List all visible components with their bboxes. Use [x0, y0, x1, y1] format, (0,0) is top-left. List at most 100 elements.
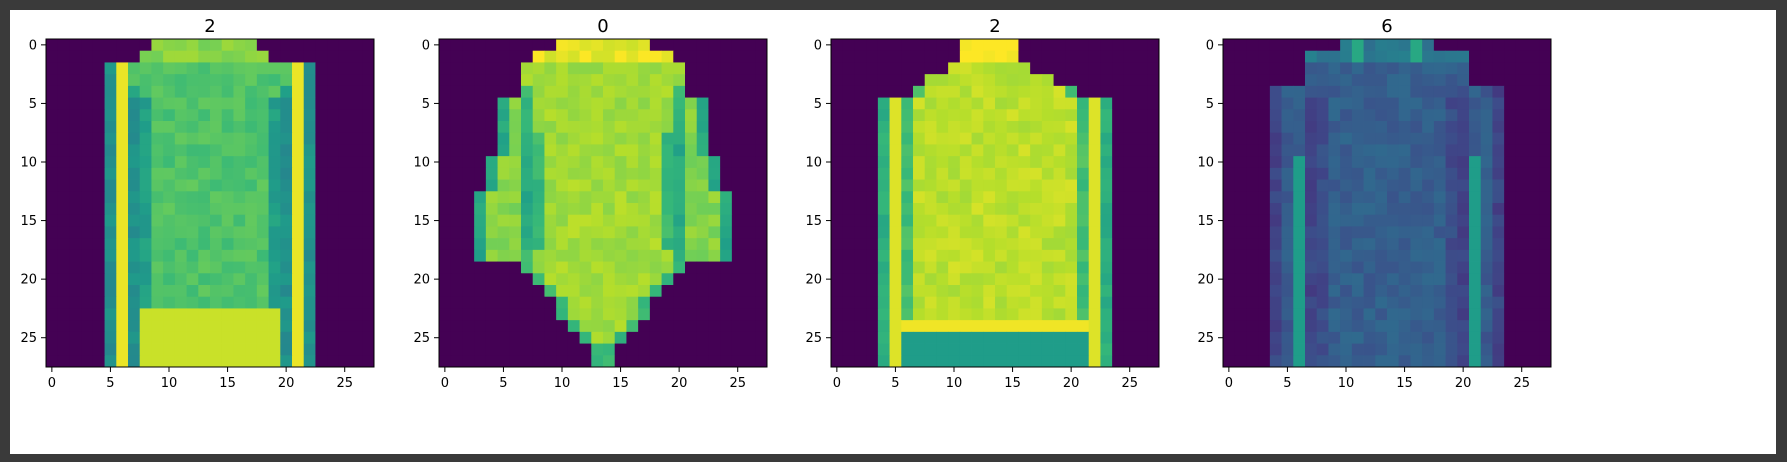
heatmap-cell [1305, 331, 1318, 344]
heatmap-cell [1445, 331, 1458, 344]
heatmap-cell [1469, 109, 1482, 122]
heatmap-cell [603, 261, 616, 274]
heatmap-cell [1375, 308, 1388, 321]
heatmap-cell [1410, 355, 1423, 368]
heatmap-cell [983, 85, 996, 98]
heatmap-cell [924, 85, 937, 98]
heatmap-cell [1305, 132, 1318, 145]
heatmap-cell [1504, 85, 1517, 98]
heatmap-cell [1515, 285, 1528, 298]
heatmap-cell [509, 285, 522, 298]
heatmap-cell [1316, 214, 1329, 227]
heatmap-cell [1281, 203, 1294, 216]
heatmap-cell [280, 121, 293, 134]
heatmap-cell [661, 132, 674, 145]
heatmap-cell [1223, 167, 1236, 180]
heatmap-cell [1539, 109, 1552, 122]
heatmap-cell [245, 97, 258, 110]
heatmap-cell [1328, 273, 1341, 286]
heatmap-cell [1316, 179, 1329, 192]
heatmap-cell [556, 97, 569, 110]
heatmap-cell [69, 203, 82, 216]
heatmap-cell [936, 85, 949, 98]
y-tick-label: 20 [413, 273, 430, 288]
heatmap-cell [174, 308, 187, 321]
heatmap-cell [842, 132, 855, 145]
heatmap-cells [831, 39, 1160, 368]
heatmap-cell [743, 191, 756, 204]
heatmap-cell [116, 121, 129, 134]
heatmap-cell [995, 97, 1008, 110]
heatmap-cell [1539, 97, 1552, 110]
heatmap-cell [69, 320, 82, 333]
heatmap-cell [544, 238, 557, 251]
heatmap-cell [1457, 167, 1470, 180]
heatmap-cell [81, 238, 94, 251]
heatmap-cell [614, 285, 627, 298]
heatmap-cell [1469, 320, 1482, 333]
heatmap-cell [151, 85, 164, 98]
heatmap-cell [1515, 167, 1528, 180]
heatmap-cell [591, 85, 604, 98]
heatmap-cell [924, 132, 937, 145]
heatmap-cell [1269, 355, 1282, 368]
heatmap-cell [1351, 179, 1364, 192]
heatmap-cell [1340, 62, 1353, 75]
heatmap-cell [104, 62, 117, 75]
heatmap-cell [57, 156, 70, 169]
heatmap-cell [831, 132, 844, 145]
heatmap-cell [1363, 273, 1376, 286]
heatmap-cell [1018, 85, 1031, 98]
heatmap-cell [626, 97, 639, 110]
heatmap-cell [731, 320, 744, 333]
heatmap-cell [913, 308, 926, 321]
heatmap-cell [163, 62, 176, 75]
heatmap-cell [708, 285, 721, 298]
heatmap-cell [1077, 132, 1090, 145]
heatmap-cell [532, 167, 545, 180]
heatmap-cell [567, 167, 580, 180]
heatmap-cell [924, 109, 937, 122]
heatmap-cell [1123, 167, 1136, 180]
heatmap-cell [1077, 296, 1090, 309]
heatmap-cell [163, 121, 176, 134]
heatmap-cell [1316, 97, 1329, 110]
heatmap-cell [1422, 308, 1435, 321]
heatmap-cell [696, 109, 709, 122]
heatmap-cell [1433, 97, 1446, 110]
heatmap-cell [1410, 296, 1423, 309]
heatmap-cell [1258, 261, 1271, 274]
heatmap-cell [104, 308, 117, 321]
heatmap-cell [696, 214, 709, 227]
heatmap-cell [439, 156, 452, 169]
heatmap-cell [1539, 238, 1552, 251]
heatmap-cell [1223, 273, 1236, 286]
heatmap-cell [1527, 308, 1540, 321]
heatmap-cell [1065, 203, 1078, 216]
heatmap-cell [936, 144, 949, 157]
heatmap-cell [983, 249, 996, 262]
heatmap-cell [959, 261, 972, 274]
heatmap-cell [1445, 203, 1458, 216]
heatmap-cell [1088, 167, 1101, 180]
heatmap-cell [497, 85, 510, 98]
heatmap-cell [116, 331, 129, 344]
heatmap-cell [474, 167, 487, 180]
heatmap-cell [854, 191, 867, 204]
heatmap-cell [292, 296, 305, 309]
heatmap-cell [1387, 214, 1400, 227]
heatmap-cell [1147, 296, 1160, 309]
heatmap-cell [1077, 226, 1090, 239]
heatmap-cell [1258, 85, 1271, 98]
heatmap-cell [1387, 296, 1400, 309]
heatmap-cell [603, 320, 616, 333]
heatmap-cell [673, 85, 686, 98]
axes-frame [830, 38, 1160, 368]
heatmap-cell [1281, 273, 1294, 286]
heatmap-cell [661, 296, 674, 309]
heatmap-cell [866, 249, 879, 262]
heatmap-cell [303, 273, 316, 286]
heatmap-cell [46, 39, 59, 52]
heatmap-cell [1539, 320, 1552, 333]
